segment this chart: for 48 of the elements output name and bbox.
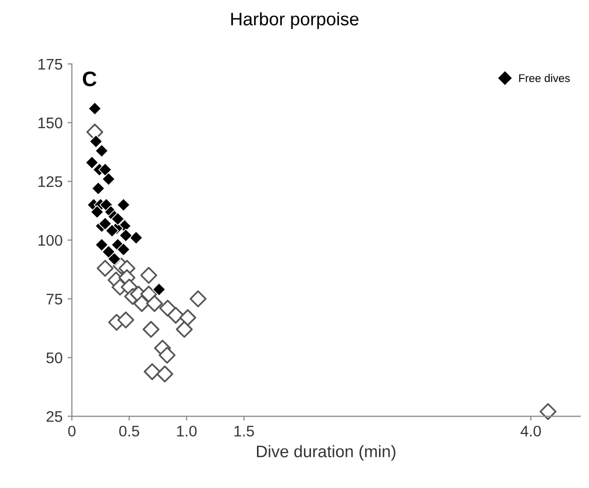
point — [108, 252, 122, 266]
point — [144, 363, 161, 380]
point — [156, 366, 174, 382]
point — [110, 212, 125, 226]
x-tick-label: 0.5 — [119, 426, 140, 437]
point — [88, 102, 102, 116]
x-tick-label: 0 — [68, 426, 76, 437]
x-tick-label: 1.5 — [234, 426, 254, 437]
y-tick-label: 150 — [38, 118, 62, 128]
x-tick-label: 4.0 — [520, 426, 541, 437]
point — [167, 306, 184, 324]
point — [102, 172, 116, 186]
point — [116, 198, 130, 212]
point — [89, 134, 103, 148]
chart-title: Harbor porpoise — [231, 12, 358, 30]
point — [91, 182, 106, 196]
point — [152, 282, 166, 296]
point — [90, 205, 104, 219]
x-tick-label: 1.0 — [177, 426, 197, 437]
point — [116, 242, 130, 256]
point — [129, 230, 143, 245]
point — [176, 320, 193, 338]
legend-label: Free dives — [519, 74, 570, 82]
point — [119, 228, 133, 242]
point — [85, 156, 99, 170]
y-tick-label: 125 — [38, 176, 62, 188]
point — [140, 266, 158, 284]
y-tick-label: 175 — [38, 58, 62, 70]
x-axis-title: Dive duration (min) — [256, 445, 396, 461]
point — [190, 290, 207, 308]
point — [142, 320, 160, 338]
point — [98, 216, 112, 230]
point — [179, 309, 196, 326]
point — [96, 260, 114, 277]
point — [117, 312, 134, 328]
point — [94, 144, 108, 158]
y-tick-label: 100 — [38, 234, 62, 246]
point — [540, 403, 556, 420]
annotation: C — [82, 72, 96, 86]
point — [98, 162, 112, 176]
y-tick-label: 25 — [46, 411, 62, 422]
y-tick-label: 75 — [46, 294, 62, 305]
y-tick-label: 50 — [46, 352, 62, 364]
point — [94, 238, 108, 252]
point — [105, 224, 119, 238]
point — [146, 295, 163, 312]
point — [102, 245, 116, 259]
point — [158, 346, 176, 364]
